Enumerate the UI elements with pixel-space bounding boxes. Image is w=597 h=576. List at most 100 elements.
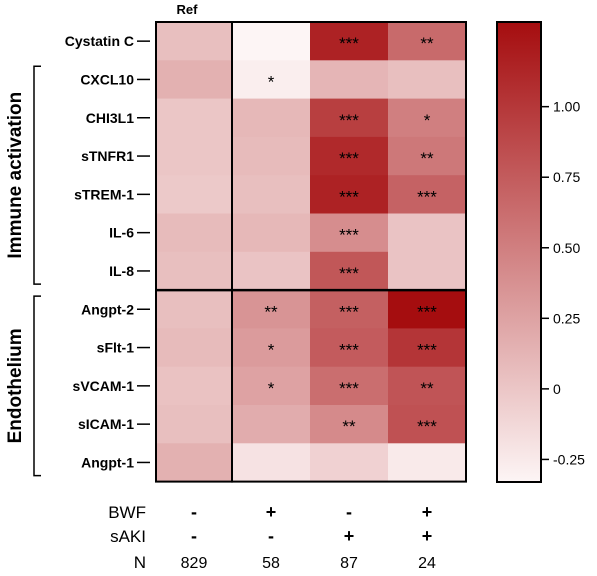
heatmap-cell (232, 22, 310, 61)
heatmap-cell (156, 22, 232, 61)
ref-label: Ref (177, 2, 199, 17)
row-label: sTREM-1 (74, 186, 134, 202)
annotation-value: + (422, 502, 433, 522)
heatmap-cell (232, 443, 310, 482)
heatmap-cell (156, 405, 232, 444)
heatmap-cell (232, 98, 310, 138)
annotation-value: - (191, 502, 197, 522)
significance-mark: ** (420, 149, 434, 168)
heatmap-cell (388, 405, 466, 444)
significance-mark: *** (339, 34, 359, 53)
annotation-value: 829 (181, 555, 208, 572)
heatmap-cell (388, 60, 466, 99)
heatmap-cell (310, 405, 388, 444)
significance-mark: *** (339, 302, 359, 321)
row-label: sICAM-1 (78, 416, 134, 432)
significance-mark: *** (417, 417, 437, 436)
significance-mark: * (268, 341, 275, 360)
significance-marks: *** ****** **** ***** *********** *** **** *** *… (264, 34, 437, 436)
heatmap-cell (310, 136, 388, 176)
heatmap-cell (388, 136, 466, 176)
annotation-value: - (191, 526, 197, 546)
row-label: sTNFR1 (81, 148, 134, 164)
heatmap-cell (388, 213, 466, 253)
significance-mark: ** (264, 302, 278, 321)
heatmap-cell (310, 251, 388, 291)
colorbar-tick-label: 0.25 (553, 310, 580, 326)
group-bracket (33, 65, 41, 285)
significance-mark: *** (339, 149, 359, 168)
row-labels: Cystatin C CXCL10 CHI3L1 sTNFR1 sTREM-1 IL-6 I… (65, 33, 150, 470)
heatmap-cell (310, 366, 388, 406)
colorbar-tick-label: 0.50 (553, 240, 580, 256)
row-label: CXCL10 (80, 71, 134, 87)
heatmap-cell (156, 213, 232, 253)
row-label: Cystatin C (65, 33, 134, 49)
colorbar-ticks: -0.25 0 0.25 0.50 0.75 1.00 (541, 99, 585, 467)
colorbar-tick-label: 0.75 (553, 169, 580, 185)
heatmap-cell (388, 22, 466, 61)
annotation-value: - (268, 526, 274, 546)
heatmap-cell (156, 98, 232, 138)
colorbar-tick-label: 1.00 (553, 99, 580, 115)
significance-mark: *** (417, 302, 437, 321)
significance-mark: ** (342, 417, 356, 436)
significance-mark: *** (339, 226, 359, 245)
heatmap-cell (388, 443, 466, 482)
row-label: sVCAM-1 (73, 378, 135, 394)
significance-mark: * (268, 72, 275, 91)
heatmap-cell (388, 290, 466, 329)
heatmap-cell (388, 98, 466, 138)
significance-mark: * (268, 379, 275, 398)
group-label: Endothelium (5, 328, 26, 443)
significance-mark: *** (417, 341, 437, 360)
heatmap-cell (310, 328, 388, 368)
heatmap-cell (310, 213, 388, 253)
heatmap-frames (155, 21, 467, 483)
heatmap-cell (156, 328, 232, 368)
significance-mark: * (424, 111, 431, 130)
heatmap-cell (310, 443, 388, 482)
colorbar-tick-label: -0.25 (553, 451, 585, 467)
annotation-value: + (266, 502, 277, 522)
annotation-row-label: BWF (108, 503, 146, 522)
row-label: CHI3L1 (86, 110, 134, 126)
heatmap-cell (310, 22, 388, 61)
heatmap-cell (232, 328, 310, 368)
heatmap-cell (156, 175, 232, 214)
heatmap-cell (310, 98, 388, 138)
heatmap-cell (388, 328, 466, 368)
annotation-value: + (422, 526, 433, 546)
heatmap-cell (388, 251, 466, 291)
significance-mark: ** (420, 379, 434, 398)
column-annotations: BWF - + - + sAKI - - + + N 829 58 87 24 (108, 502, 436, 572)
heatmap-cell (232, 290, 310, 329)
annotation-value: + (344, 526, 355, 546)
significance-mark: ** (420, 34, 434, 53)
row-label: Angpt-2 (81, 301, 134, 317)
comparison-frame (231, 21, 467, 483)
heatmap-cell (310, 175, 388, 214)
colorbar (496, 21, 542, 483)
annotation-value: - (346, 502, 352, 522)
row-label: IL-6 (109, 225, 134, 241)
heatmap-cells (156, 22, 466, 482)
significance-mark: *** (339, 379, 359, 398)
significance-mark: *** (417, 187, 437, 206)
heatmap-cell (232, 136, 310, 176)
colorbar-tick-label: 0 (553, 381, 561, 397)
significance-mark: *** (339, 111, 359, 130)
heatmap-cell (232, 251, 310, 291)
heatmap-cell (232, 60, 310, 99)
heatmap-cell (310, 290, 388, 329)
row-label: sFlt-1 (97, 340, 135, 356)
group-brackets: Immune activation Endothelium (5, 65, 41, 477)
heatmap-cell (232, 366, 310, 406)
heatmap-cell (156, 366, 232, 406)
annotation-row-label: N (134, 553, 146, 572)
significance-mark: *** (339, 187, 359, 206)
heatmap-cell (156, 290, 232, 329)
row-label: Angpt-1 (81, 454, 134, 470)
heatmap-cell (232, 405, 310, 444)
